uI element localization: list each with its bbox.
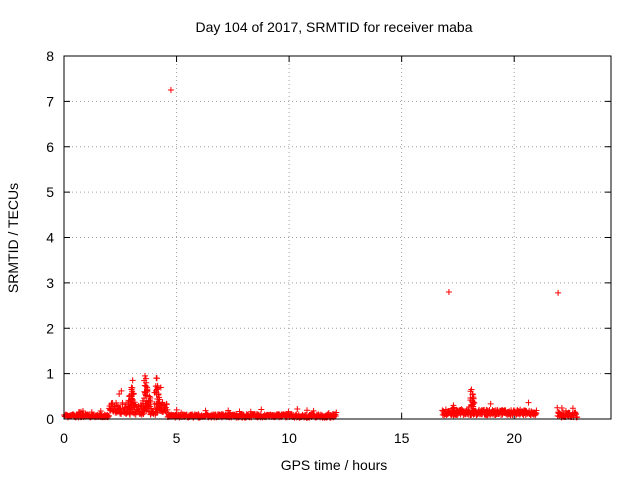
data-point bbox=[469, 391, 476, 398]
x-tick-label: 20 bbox=[506, 430, 522, 446]
data-point bbox=[569, 405, 576, 412]
data-point bbox=[116, 390, 123, 397]
data-point bbox=[173, 406, 180, 413]
data-point bbox=[155, 391, 162, 398]
data-point bbox=[156, 399, 163, 406]
data-point bbox=[141, 382, 148, 389]
y-tick-label: 3 bbox=[46, 275, 54, 291]
data-point bbox=[558, 404, 565, 411]
data-point bbox=[163, 401, 170, 408]
data-point bbox=[258, 406, 265, 413]
y-tick-label: 2 bbox=[46, 320, 54, 336]
x-tick-label: 10 bbox=[281, 430, 297, 446]
plot-frame bbox=[63, 55, 612, 420]
data-points bbox=[61, 87, 581, 421]
data-point bbox=[164, 406, 171, 413]
data-point bbox=[445, 288, 452, 295]
data-point bbox=[155, 404, 162, 411]
data-point bbox=[131, 399, 138, 406]
data-point bbox=[225, 407, 232, 414]
x-tick-label: 0 bbox=[60, 430, 68, 446]
data-point bbox=[142, 372, 149, 379]
data-point bbox=[555, 289, 562, 296]
x-tick-label: 15 bbox=[394, 430, 410, 446]
data-point bbox=[470, 403, 477, 410]
data-point bbox=[154, 384, 161, 391]
data-point bbox=[97, 407, 104, 414]
data-point bbox=[294, 405, 301, 412]
data-point bbox=[471, 399, 478, 406]
chart-title: Day 104 of 2017, SRMTID for receiver mab… bbox=[195, 19, 472, 35]
y-tick-label: 7 bbox=[46, 93, 54, 109]
data-point bbox=[163, 409, 170, 416]
data-point bbox=[118, 387, 125, 394]
data-point bbox=[140, 408, 147, 415]
data-point bbox=[451, 407, 458, 414]
data-point bbox=[332, 413, 339, 420]
axis-ticks: 0 5 10 15 20 0 1 2 3 4 5 6 7 8 bbox=[46, 48, 611, 446]
data-point bbox=[532, 411, 539, 418]
data-point bbox=[304, 407, 311, 414]
data-point bbox=[468, 386, 475, 393]
y-tick-label: 4 bbox=[46, 230, 54, 246]
data-point bbox=[130, 400, 137, 407]
y-tick-label: 1 bbox=[46, 366, 54, 382]
data-point bbox=[143, 379, 150, 386]
data-point bbox=[106, 412, 113, 419]
data-point bbox=[79, 407, 86, 414]
data-point bbox=[153, 400, 160, 407]
data-point bbox=[525, 399, 532, 406]
data-point bbox=[129, 377, 136, 384]
data-point bbox=[450, 402, 457, 409]
y-tick-label: 0 bbox=[46, 411, 54, 427]
data-point bbox=[126, 411, 133, 418]
data-point bbox=[470, 395, 477, 402]
data-point bbox=[333, 409, 340, 416]
data-point bbox=[142, 392, 149, 399]
data-point bbox=[146, 393, 153, 400]
y-tick-label: 6 bbox=[46, 139, 54, 155]
data-point bbox=[119, 399, 126, 406]
data-point bbox=[147, 398, 154, 405]
data-point bbox=[167, 87, 174, 94]
x-tick-label: 5 bbox=[173, 430, 181, 446]
x-axis-label: GPS time / hours bbox=[281, 457, 388, 473]
data-point bbox=[559, 409, 566, 416]
data-point bbox=[132, 411, 139, 418]
data-point bbox=[138, 402, 145, 409]
grid-lines bbox=[64, 56, 611, 419]
data-point bbox=[128, 384, 135, 391]
data-point bbox=[572, 410, 579, 417]
data-point bbox=[130, 391, 137, 398]
data-point bbox=[487, 400, 494, 407]
data-point bbox=[113, 399, 120, 406]
y-tick-label: 8 bbox=[46, 48, 54, 64]
data-point bbox=[202, 407, 209, 414]
data-point bbox=[144, 388, 151, 395]
y-axis-label: SRMTID / TECUs bbox=[5, 183, 21, 293]
data-point bbox=[533, 407, 540, 414]
data-point bbox=[153, 375, 160, 382]
y-tick-label: 5 bbox=[46, 184, 54, 200]
